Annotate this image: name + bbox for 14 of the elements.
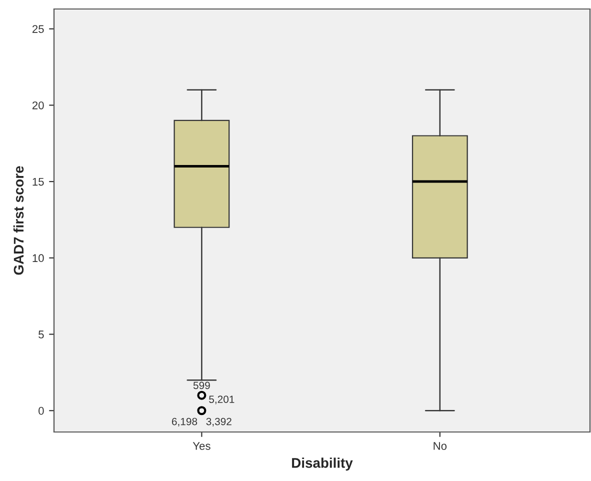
y-tick-label: 10 <box>32 254 44 262</box>
x-axis-title: Disability <box>292 458 353 471</box>
x-tick-label: Yes <box>192 442 210 450</box>
y-axis-title: GAD7 first score <box>13 166 24 275</box>
annotation: 599 <box>193 382 210 390</box>
y-tick-label: 25 <box>32 25 44 33</box>
y-tick-label: 15 <box>32 178 44 186</box>
x-tick-label: No <box>434 442 447 450</box>
annotation: 5,201 <box>209 396 234 404</box>
y-tick-label: 0 <box>38 406 44 415</box>
annotation: 6,198 <box>172 418 198 426</box>
y-tick-label: 5 <box>38 330 44 338</box>
y-tick-label: 20 <box>32 101 44 110</box>
annotation: 3,392 <box>206 418 232 426</box>
